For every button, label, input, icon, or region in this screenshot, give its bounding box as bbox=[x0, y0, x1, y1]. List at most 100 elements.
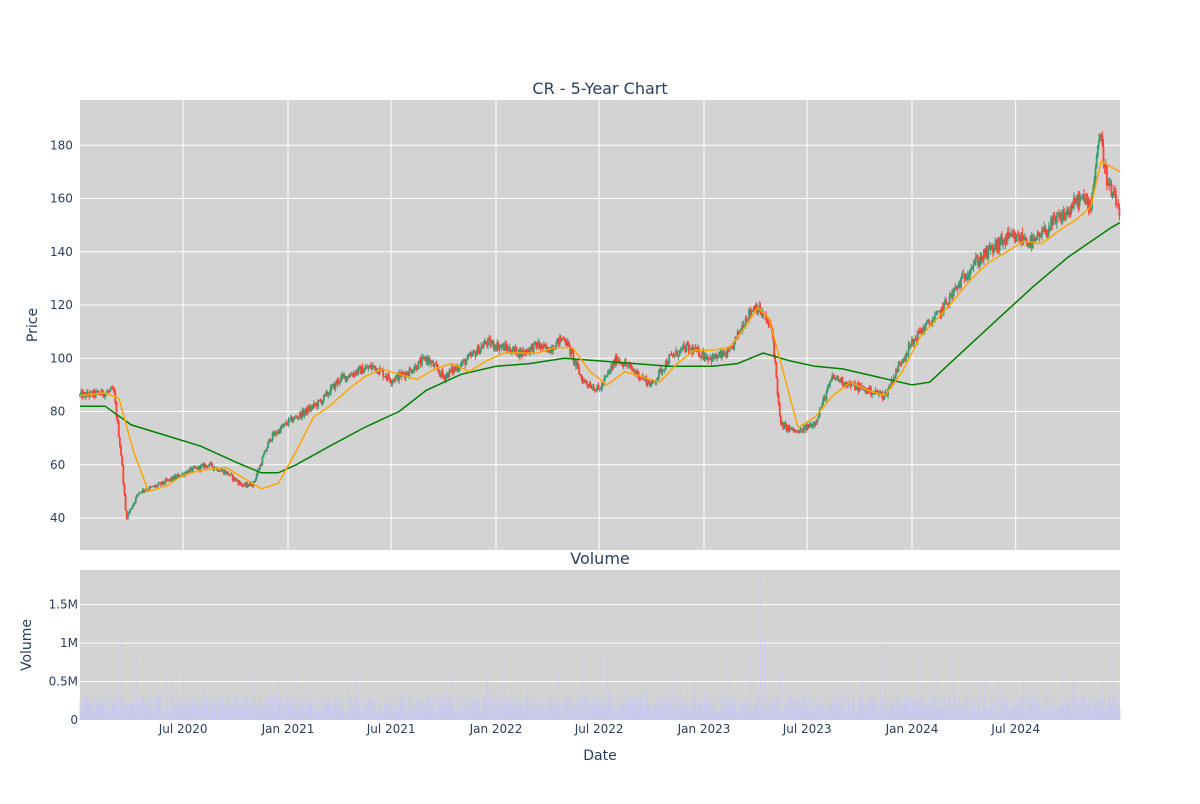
candle-body bbox=[310, 406, 313, 409]
volume-bar bbox=[424, 711, 426, 720]
candle-body bbox=[317, 399, 320, 407]
candle-body bbox=[679, 349, 682, 351]
candle-body bbox=[943, 302, 945, 313]
volume-bar bbox=[575, 705, 577, 720]
volume-bar bbox=[274, 711, 276, 720]
price-y-tick-label: 40 bbox=[50, 511, 65, 525]
volume-bar bbox=[936, 706, 937, 720]
volume-bar bbox=[1097, 704, 1099, 720]
candle-body bbox=[1010, 233, 1013, 235]
volume-bar bbox=[911, 710, 913, 720]
volume-bar bbox=[774, 698, 776, 720]
volume-bar bbox=[165, 658, 167, 720]
volume-bar bbox=[864, 705, 866, 720]
volume-bar bbox=[663, 703, 664, 720]
candle-body bbox=[628, 364, 631, 366]
ma-short-line bbox=[79, 160, 1121, 493]
candle-body bbox=[940, 306, 943, 317]
candle-body bbox=[746, 319, 749, 321]
volume-bar bbox=[344, 713, 346, 720]
volume-bar bbox=[289, 709, 291, 720]
candle-body bbox=[933, 315, 936, 320]
volume-bar bbox=[919, 650, 921, 720]
volume-bar bbox=[115, 705, 116, 720]
volume-bar bbox=[659, 710, 661, 720]
volume-bar bbox=[267, 711, 268, 720]
candle-body bbox=[643, 378, 646, 380]
volume-bar bbox=[926, 700, 928, 720]
volume-bar bbox=[104, 705, 106, 720]
volume-bar bbox=[817, 707, 819, 720]
candle-body bbox=[699, 356, 701, 358]
volume-bar bbox=[914, 696, 916, 720]
volume-bar bbox=[778, 713, 780, 720]
volume-bar bbox=[878, 702, 880, 720]
volume-bar bbox=[994, 698, 995, 720]
candle-body bbox=[694, 347, 697, 352]
volume-bar bbox=[1076, 699, 1077, 720]
volume-bar bbox=[406, 705, 407, 720]
candle-body bbox=[729, 346, 732, 349]
volume-bar bbox=[682, 711, 683, 720]
volume-bar bbox=[731, 698, 733, 720]
volume-bar bbox=[345, 713, 347, 720]
volume-bar bbox=[203, 706, 204, 720]
volume-bar bbox=[317, 703, 319, 720]
volume-bar bbox=[483, 698, 485, 720]
volume-bar bbox=[976, 710, 978, 720]
volume-bar bbox=[506, 704, 508, 720]
volume-bar bbox=[818, 709, 820, 720]
candle-body bbox=[1095, 156, 1098, 168]
candle-body bbox=[258, 469, 260, 471]
candle-body bbox=[93, 390, 96, 397]
candle-body bbox=[825, 391, 828, 400]
volume-bar bbox=[475, 699, 476, 720]
volume-bar bbox=[687, 704, 688, 720]
candle-body bbox=[1026, 242, 1029, 246]
candle-body bbox=[167, 479, 170, 481]
candle-body bbox=[980, 255, 983, 260]
volume-bar bbox=[667, 695, 669, 720]
volume-bar bbox=[1073, 692, 1075, 720]
volume-bar bbox=[715, 696, 717, 720]
candle-body bbox=[925, 321, 928, 324]
volume-bar bbox=[379, 699, 381, 720]
volume-bar bbox=[530, 713, 532, 720]
candle-body bbox=[544, 344, 546, 346]
volume-bar bbox=[856, 712, 858, 720]
candle-body bbox=[733, 340, 736, 350]
candle-body bbox=[684, 346, 687, 352]
volume-bar bbox=[122, 701, 124, 720]
candle-body bbox=[364, 368, 366, 371]
volume-bar bbox=[542, 697, 544, 720]
volume-bar bbox=[784, 709, 785, 720]
volume-bar bbox=[706, 703, 708, 720]
candle-body bbox=[276, 433, 279, 435]
volume-bar bbox=[782, 713, 783, 720]
volume-bar bbox=[301, 705, 303, 720]
volume-bar bbox=[1021, 701, 1023, 720]
volume-bar bbox=[93, 711, 95, 720]
volume-bar bbox=[308, 706, 309, 720]
volume-bar bbox=[993, 713, 994, 720]
candle-body bbox=[989, 247, 992, 250]
volume-bar bbox=[569, 705, 571, 720]
volume-bar bbox=[1005, 697, 1007, 720]
volume-bar bbox=[806, 701, 807, 720]
volume-bar bbox=[832, 697, 834, 720]
volume-bar bbox=[894, 705, 896, 720]
candle-body bbox=[1018, 235, 1021, 241]
volume-bar bbox=[1098, 697, 1099, 720]
volume-bar bbox=[1015, 703, 1017, 720]
volume-bar bbox=[557, 706, 558, 720]
volume-bar bbox=[617, 709, 619, 720]
volume-bar bbox=[643, 702, 645, 720]
volume-bar bbox=[989, 708, 991, 720]
volume-bar bbox=[629, 698, 630, 720]
candle-body bbox=[411, 372, 414, 373]
volume-bar bbox=[456, 712, 457, 720]
volume-bar bbox=[931, 706, 932, 720]
candle-body bbox=[115, 402, 118, 418]
volume-bar bbox=[451, 670, 452, 720]
volume-bar bbox=[368, 707, 370, 720]
